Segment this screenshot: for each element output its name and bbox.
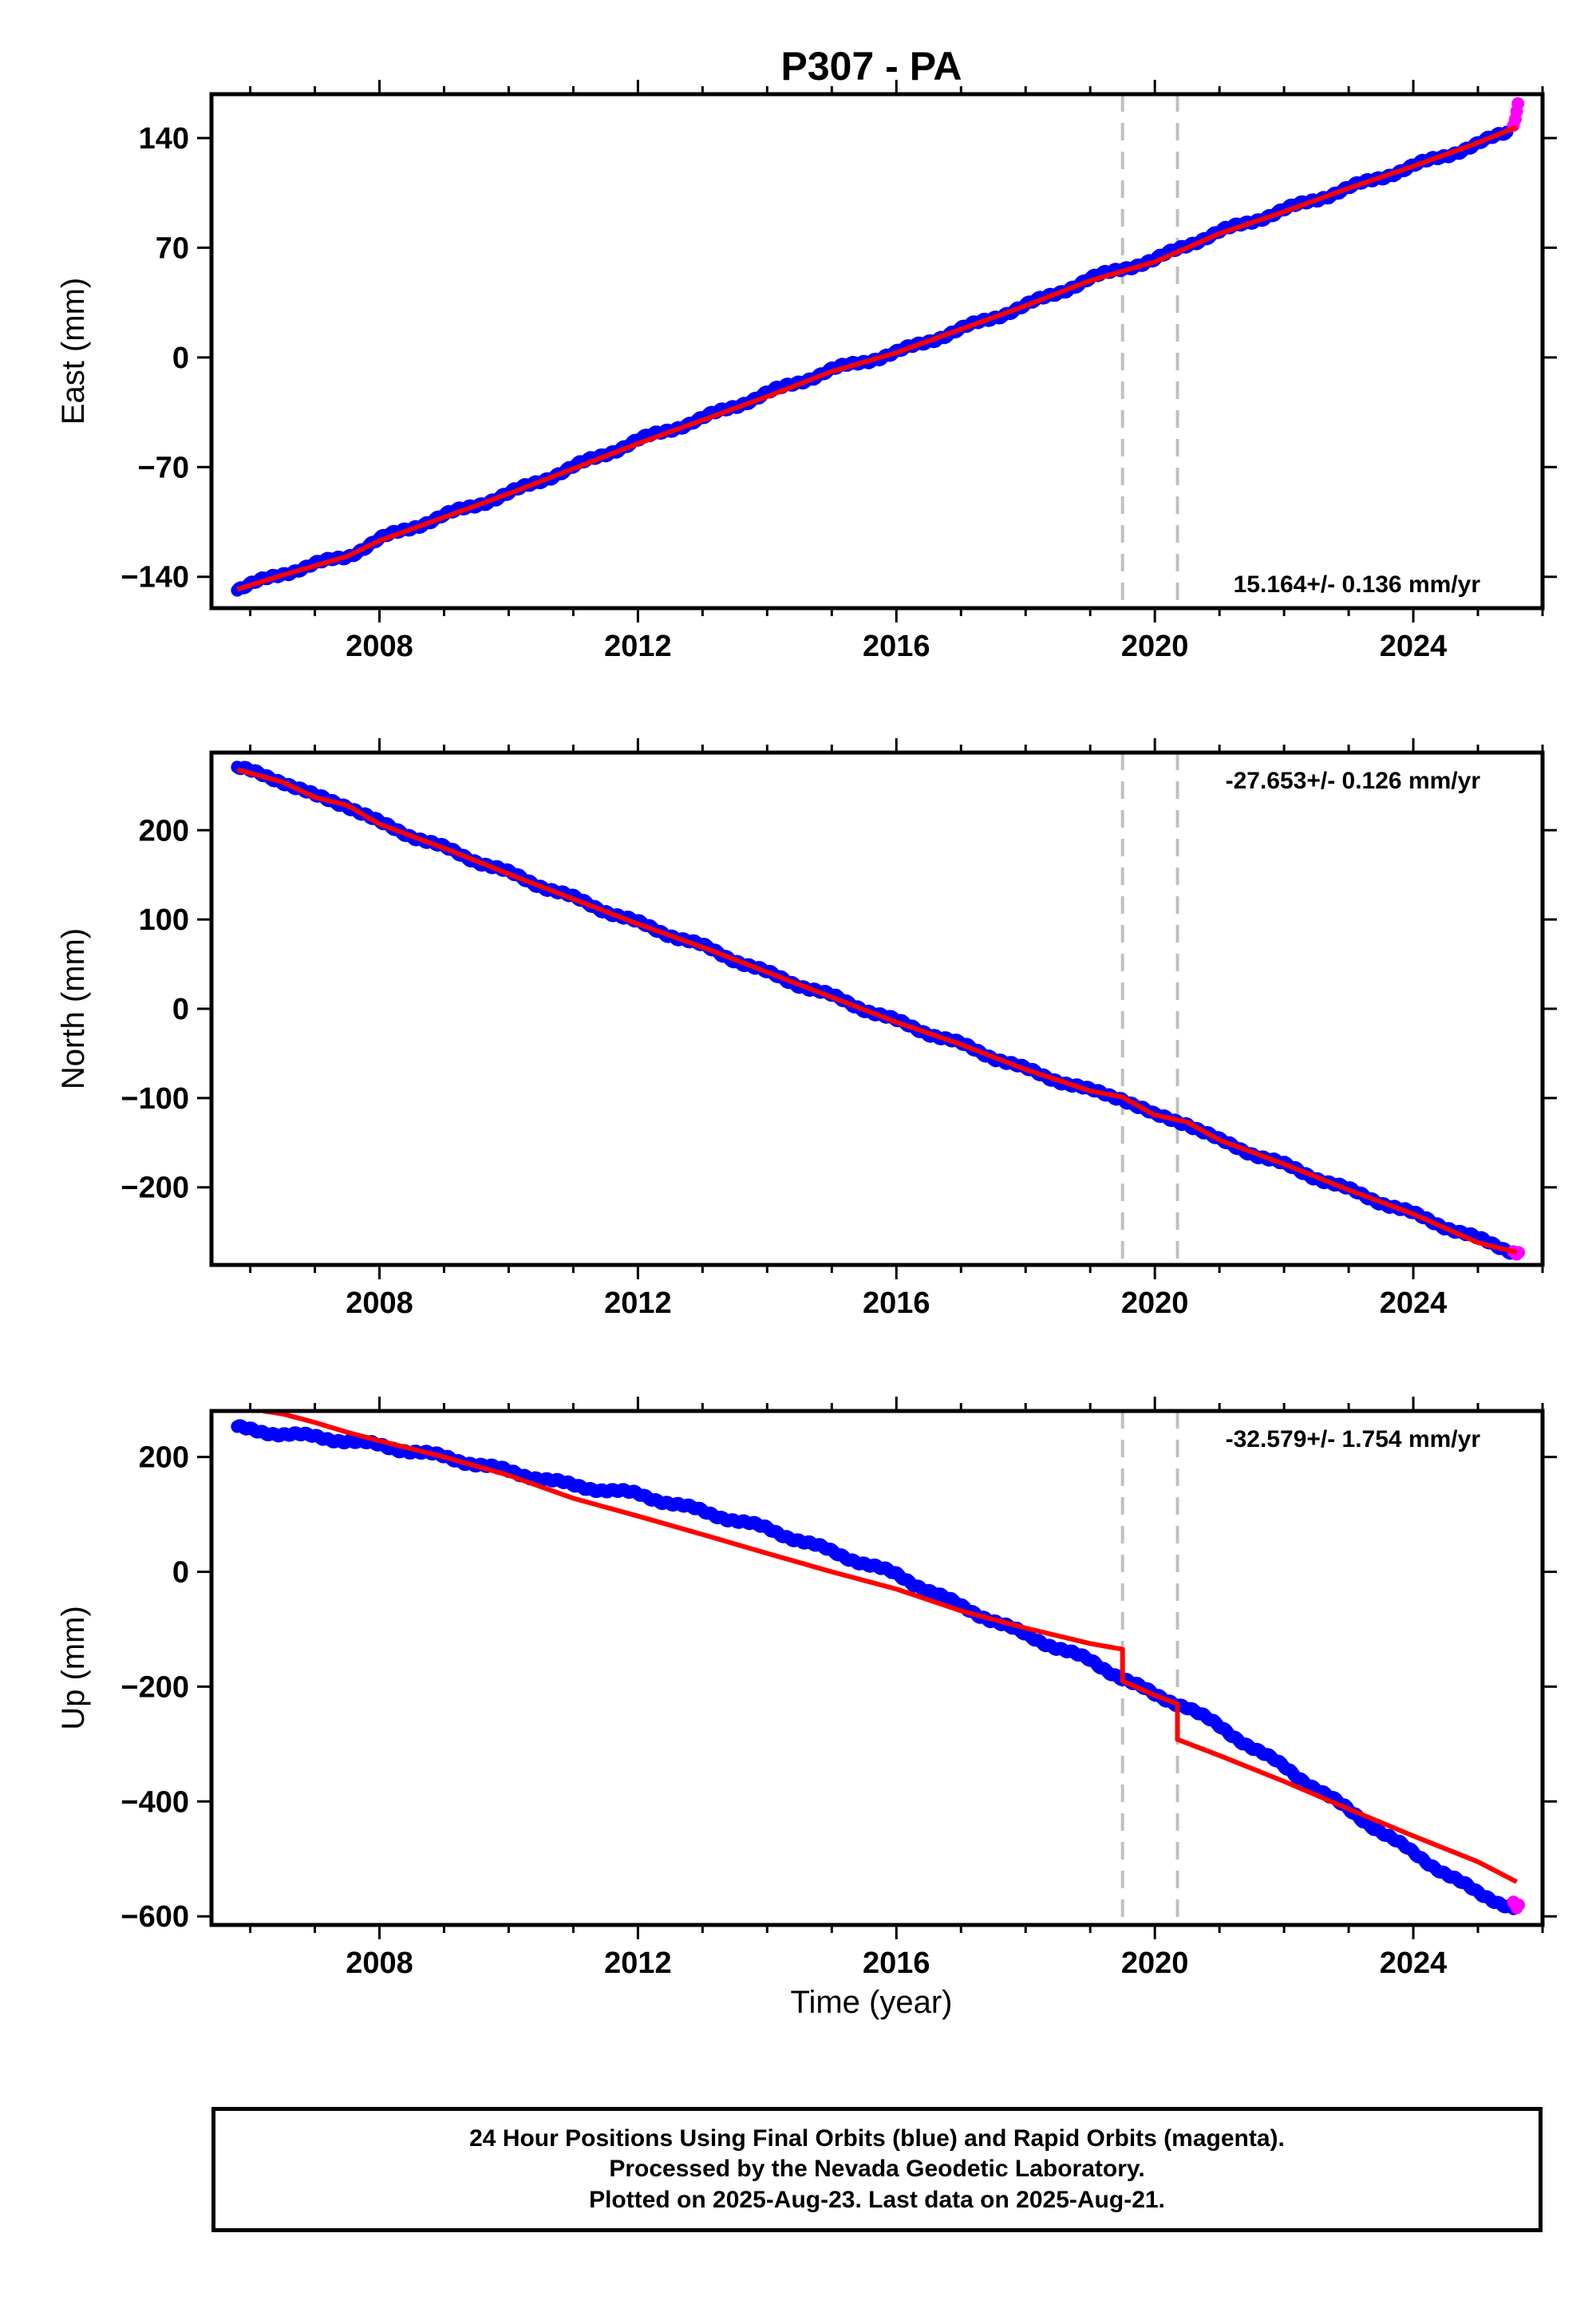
y-tick-label-east: 140	[139, 122, 189, 156]
y-tick-label-north: 200	[139, 814, 189, 848]
x-tick-label-up: 2020	[1121, 1946, 1189, 1980]
x-tick-label-north: 2012	[604, 1286, 672, 1320]
y-tick-label-east: 0	[172, 342, 189, 375]
panels: 2008 2012 2016 2020 2024 −140 −70 0 70 140 East (m…	[56, 80, 1557, 1980]
y-axis-label-up: Up (mm)	[56, 1606, 91, 1730]
x-tick-label-east: 2008	[346, 630, 413, 663]
final-orbit-series-up	[231, 1419, 1520, 1915]
y-tick-label-north: 100	[139, 903, 189, 937]
y-tick-label-north: 0	[172, 993, 189, 1026]
y-tick-label-east: −140	[120, 561, 189, 595]
page-title: P307 - PA	[781, 44, 962, 89]
x-tick-label-north: 2008	[346, 1286, 413, 1320]
y-axis-label-north: North (mm)	[56, 928, 91, 1089]
plot-frame-up	[209, 1409, 1545, 1927]
rapid-orbit-point-up	[1512, 1898, 1526, 1911]
velocity-label-up: -32.579+/- 1.754 mm/yr	[1226, 1426, 1481, 1452]
rapid-orbit-point-north	[1512, 1246, 1526, 1259]
footer-line-3: Plotted on 2025-Aug-23. Last data on 202…	[589, 2186, 1165, 2213]
y-tick-label-up: 200	[139, 1441, 189, 1475]
x-tick-label-up: 2024	[1380, 1946, 1448, 1980]
footer-line-2: Processed by the Nevada Geodetic Laborat…	[609, 2156, 1145, 2183]
panel-north: 2008 2012 2016 2020 2024 −200 −100 0 100 200 North…	[56, 738, 1557, 1320]
velocity-label-north: -27.653+/- 0.126 mm/yr	[1226, 768, 1481, 794]
x-tick-label-north: 2016	[863, 1286, 930, 1320]
x-tick-label-north: 2020	[1121, 1286, 1189, 1320]
y-tick-label-north: −100	[120, 1082, 189, 1116]
y-tick-label-east: 70	[156, 231, 189, 265]
x-tick-label-up: 2012	[604, 1946, 672, 1980]
y-tick-label-up: 0	[172, 1555, 189, 1589]
rapid-orbit-point-east	[1511, 97, 1525, 110]
x-axis-label: Time (year)	[791, 1985, 953, 2020]
velocity-label-east: 15.164+/- 0.136 mm/yr	[1234, 571, 1481, 598]
model-line-east	[236, 124, 1518, 592]
y-tick-label-up: −400	[120, 1785, 189, 1819]
x-tick-label-east: 2012	[604, 630, 672, 663]
x-tick-label-east: 2016	[863, 630, 930, 663]
footer-line-1: 24 Hour Positions Using Final Orbits (bl…	[469, 2124, 1285, 2152]
panel-up: 2008 2012 2016 2020 2024 −600 −400 −200 0 200 Up (…	[56, 1397, 1557, 1980]
y-tick-label-up: −600	[120, 1900, 189, 1934]
y-tick-label-north: −200	[120, 1172, 189, 1205]
footer-box: 24 Hour Positions Using Final Orbits (bl…	[211, 2107, 1543, 2232]
x-tick-label-up: 2008	[346, 1946, 413, 1980]
y-tick-label-east: −70	[138, 451, 189, 484]
x-tick-label-east: 2024	[1380, 630, 1448, 663]
plot-frame-east	[209, 92, 1545, 611]
y-axis-label-east: East (mm)	[56, 278, 91, 425]
model-line-north	[236, 767, 1518, 1255]
x-tick-label-north: 2024	[1380, 1286, 1448, 1320]
model-line-up	[263, 1411, 1518, 1884]
x-tick-label-up: 2016	[863, 1946, 930, 1980]
panel-east: 2008 2012 2016 2020 2024 −140 −70 0 70 140 East (m…	[56, 80, 1557, 663]
x-tick-label-east: 2020	[1121, 630, 1189, 663]
y-tick-label-up: −200	[120, 1670, 189, 1704]
